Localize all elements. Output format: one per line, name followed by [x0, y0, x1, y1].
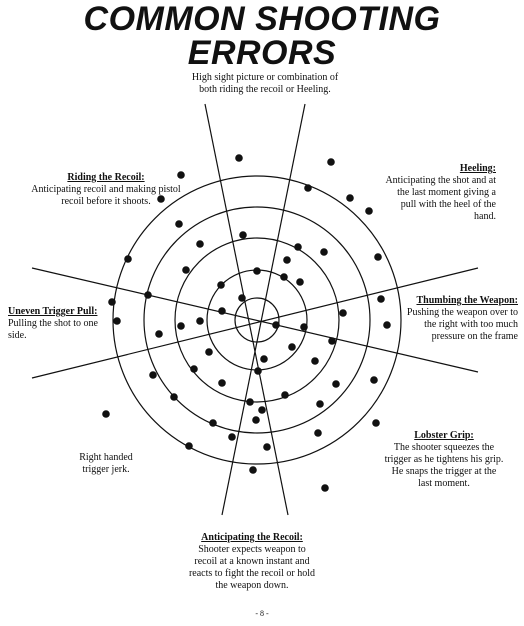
note-anticipating-recoil-heading: Anticipating the Recoil: — [201, 532, 303, 543]
shot-dot — [365, 207, 373, 215]
shot-dot — [254, 367, 262, 375]
shot-dot — [209, 419, 217, 427]
shot-dot — [332, 380, 340, 388]
shot-dot — [346, 194, 354, 202]
shot-dot — [218, 307, 226, 315]
note-uneven-trigger-heading: Uneven Trigger Pull: — [8, 306, 98, 317]
divider-line-4 — [31, 267, 479, 379]
note-riding-recoil-heading: Riding the Recoil: — [67, 172, 145, 183]
target-ring-5 — [112, 175, 402, 465]
shot-dot — [314, 429, 322, 437]
note-anticipating-recoil: Anticipating the Recoil: Shooter expects… — [188, 532, 316, 592]
shot-dot — [102, 410, 110, 418]
shot-dot — [235, 154, 243, 162]
shot-dot — [113, 317, 121, 325]
shot-dot — [253, 267, 261, 275]
shot-dot — [205, 348, 213, 356]
shot-dot — [238, 294, 246, 302]
shot-dot — [383, 321, 391, 329]
shot-dot — [144, 291, 152, 299]
shot-dot — [196, 317, 204, 325]
target-ring-3 — [174, 237, 340, 403]
divider-line-1 — [204, 103, 289, 516]
shot-dot — [283, 256, 291, 264]
shot-dot — [196, 240, 204, 248]
title-line-1: COMMON SHOOTING — [83, 0, 441, 38]
divider-line-2 — [221, 103, 306, 516]
note-thumbing-text: Pushing the weapon over to the right wit… — [406, 307, 518, 342]
note-high-sight: High sight picture or combination of bot… — [190, 72, 340, 96]
page-number: - 8 - — [255, 609, 269, 618]
note-riding-recoil-text: Anticipating recoil and making pistol re… — [31, 184, 181, 207]
note-uneven-trigger-text: Pulling the shot to one side. — [8, 318, 98, 341]
note-high-sight-text: High sight picture or combination of bot… — [191, 72, 339, 95]
shot-dot — [304, 184, 312, 192]
title-line-2: ERRORS — [187, 34, 337, 72]
note-lobster-grip-text: The shooter squeezes the trigger as he t… — [384, 442, 504, 489]
shot-dot — [300, 323, 308, 331]
note-heeling: Heeling: Anticipating the shot and at th… — [384, 163, 496, 223]
shot-dot — [228, 433, 236, 441]
shot-dot — [249, 466, 257, 474]
note-heeling-text: Anticipating the shot and at the last mo… — [385, 175, 496, 222]
shot-dot — [177, 171, 185, 179]
shot-dot — [175, 220, 183, 228]
note-uneven-trigger: Uneven Trigger Pull: Pulling the shot to… — [8, 306, 102, 342]
shot-dot — [108, 298, 116, 306]
shot-dot — [124, 255, 132, 263]
shot-dot — [311, 357, 319, 365]
shot-dot — [258, 406, 266, 414]
shot-dot — [218, 379, 226, 387]
shot-dot — [281, 391, 289, 399]
shot-dot — [182, 266, 190, 274]
shot-dot — [294, 243, 302, 251]
shot-dot — [321, 484, 329, 492]
shot-dot — [190, 365, 198, 373]
shot-dot — [170, 393, 178, 401]
note-right-handed-text: Right handed trigger jerk. — [79, 452, 133, 475]
note-lobster-grip: Lobster Grip: The shooter squeezes the t… — [384, 430, 504, 490]
shot-dot — [157, 195, 165, 203]
shot-dot — [374, 253, 382, 261]
shot-dot — [217, 281, 225, 289]
shot-dot — [280, 273, 288, 281]
shot-dot — [296, 278, 304, 286]
shot-dot — [239, 231, 247, 239]
shot-dot — [377, 295, 385, 303]
shot-dot — [252, 416, 260, 424]
shot-dot — [246, 398, 254, 406]
shot-dot — [328, 337, 336, 345]
shot-dot — [316, 400, 324, 408]
note-right-handed: Right handed trigger jerk. — [70, 452, 142, 476]
divider-line-3 — [31, 267, 479, 373]
shot-dot — [372, 419, 380, 427]
shot-dot — [320, 248, 328, 256]
note-thumbing: Thumbing the Weapon: Pushing the weapon … — [400, 295, 518, 343]
shot-dot — [263, 443, 271, 451]
shot-dot — [155, 330, 163, 338]
note-thumbing-heading: Thumbing the Weapon: — [416, 295, 518, 306]
shot-dot — [327, 158, 335, 166]
target-ring-4 — [143, 206, 371, 434]
shot-dot — [260, 355, 268, 363]
shot-dot — [370, 376, 378, 384]
note-heeling-heading: Heeling: — [459, 163, 496, 174]
shot-dot — [288, 343, 296, 351]
shot-dot — [177, 322, 185, 330]
shot-dot — [185, 442, 193, 450]
shot-dot — [339, 309, 347, 317]
shot-dot — [272, 321, 280, 329]
note-anticipating-recoil-text: Shooter expects weapon to recoil at a kn… — [188, 544, 316, 591]
note-riding-recoil: Riding the Recoil: Anticipating recoil a… — [22, 172, 190, 208]
note-lobster-grip-heading: Lobster Grip: — [414, 430, 474, 441]
shot-dot — [149, 371, 157, 379]
